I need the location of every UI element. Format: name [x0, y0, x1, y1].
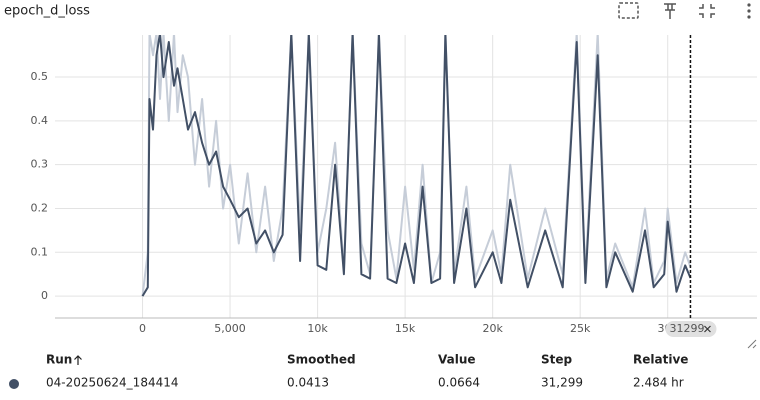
y-tick-label: 0.1 — [31, 245, 49, 258]
y-tick-label: 0.4 — [31, 114, 49, 127]
run-header[interactable]: Run — [46, 353, 72, 367]
cursor-close[interactable] — [704, 325, 711, 333]
x-tick-label: 0 — [139, 322, 146, 335]
smoothed-header: Smoothed — [287, 353, 356, 367]
y-tick-label: 0 — [41, 289, 48, 302]
expand-icon[interactable] — [699, 4, 715, 18]
x-tick-label: 20k — [482, 322, 503, 335]
y-tick-label: 0.3 — [31, 158, 49, 171]
y-tick-label: 0.5 — [31, 70, 49, 83]
fit-icon[interactable] — [618, 2, 639, 19]
smoothed-cell: 0.0413 — [287, 376, 329, 390]
relative-cell: 2.484 hr — [633, 376, 684, 390]
series-group — [141, 35, 692, 297]
x-tick-label: 5,000 — [214, 322, 246, 335]
run-name: 04-20250624_184414 — [46, 376, 179, 390]
x-tick-label: 15k — [395, 322, 416, 335]
relative-header: Relative — [633, 353, 688, 367]
series-line — [141, 35, 692, 297]
y-tick-label: 0.2 — [31, 201, 49, 214]
step-header: Step — [541, 353, 573, 367]
runs-table: Run Smoothed Value Step Relative 04-2025… — [9, 353, 688, 390]
menu-icon[interactable] — [747, 3, 751, 19]
sort-arrow — [74, 355, 82, 365]
toolbar — [618, 2, 751, 19]
value-cell: 0.0664 — [438, 376, 480, 390]
resize-handle[interactable] — [747, 339, 757, 349]
cursor-chip — [665, 321, 717, 337]
cursor-label: 31299 — [669, 322, 704, 335]
x-tick-label: 10k — [307, 322, 328, 335]
step-cell: 31,299 — [541, 376, 583, 390]
plot-area: 00.10.20.30.40.505,00010k15k20k25k30k312… — [31, 35, 757, 337]
pin-icon[interactable] — [664, 3, 676, 19]
card-title: epoch_d_loss — [4, 4, 90, 19]
value-header: Value — [438, 353, 476, 367]
x-tick-label: 25k — [570, 322, 591, 335]
run-color[interactable] — [9, 379, 19, 389]
